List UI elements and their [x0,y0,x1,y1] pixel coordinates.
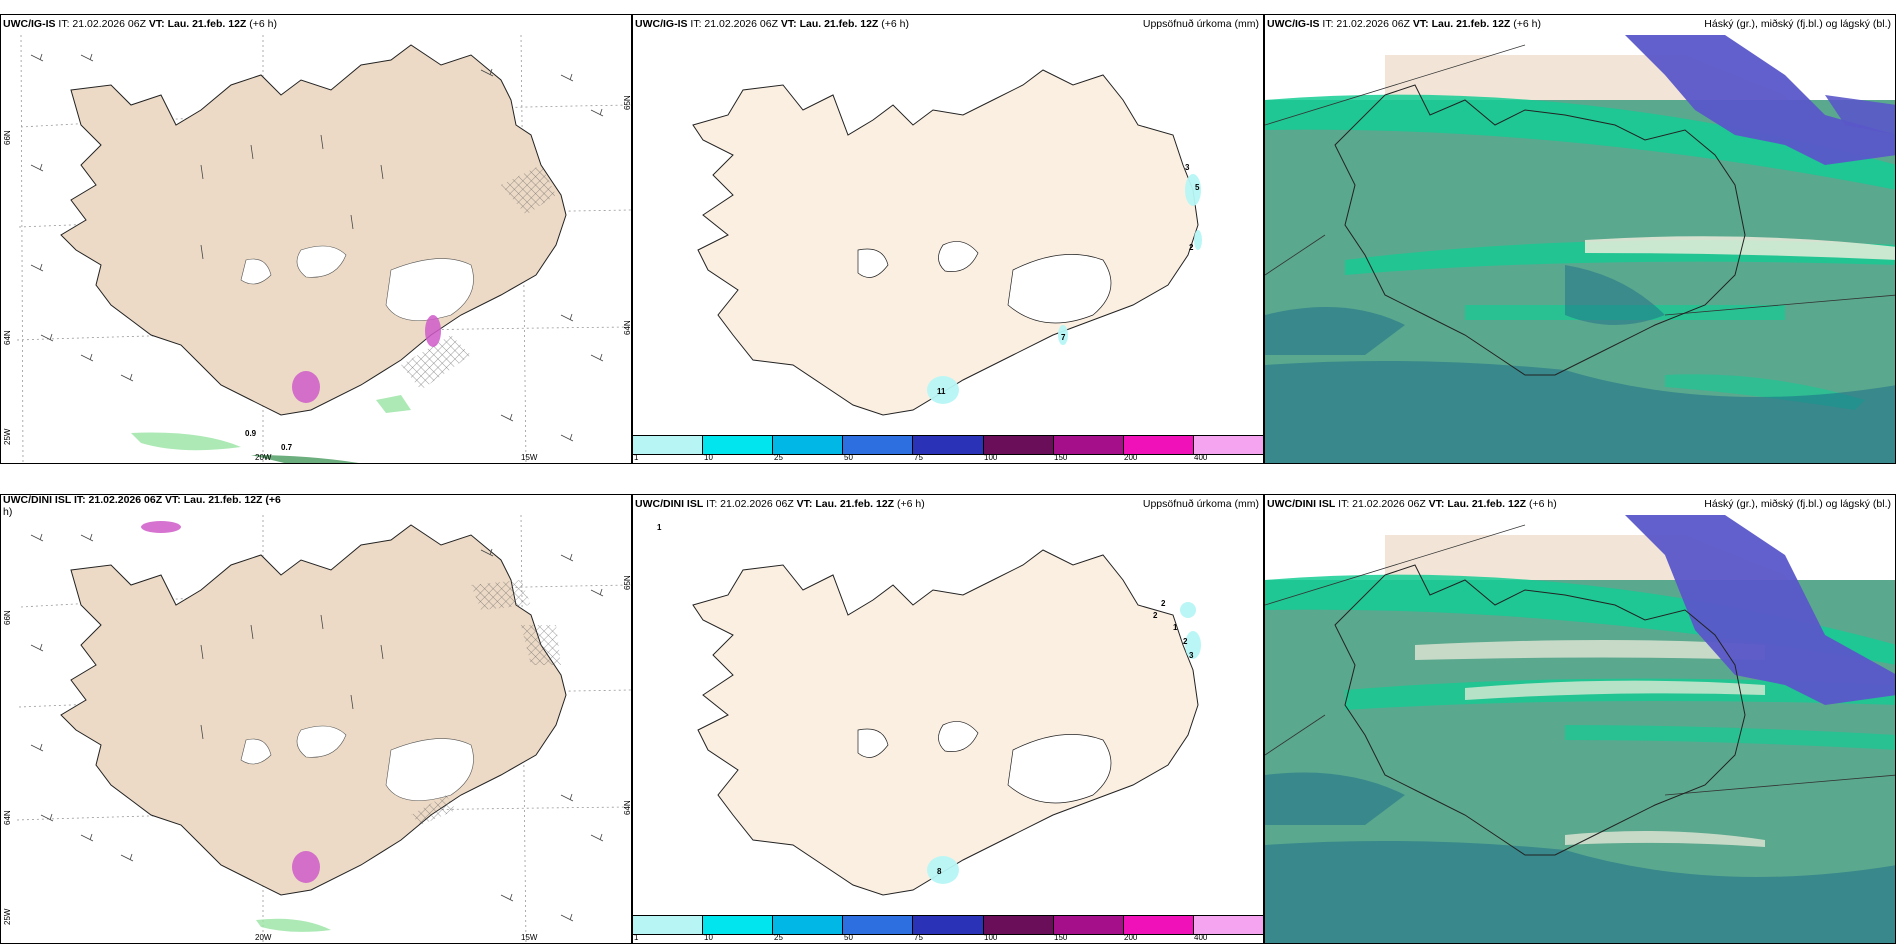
legend-swatch [1193,916,1263,934]
lat-label-right: 64N [623,800,632,815]
precip-blob [927,856,959,884]
wind-barbs [30,533,604,922]
wind-value-label: 0.7 [281,443,293,452]
cloud-map-top [1265,35,1895,463]
precip-value-label: 3 [1185,163,1190,172]
precip-map-bottom [692,549,1201,896]
legend-label: 200 [1124,453,1138,462]
precip-value-label: 2 [1183,637,1188,646]
legend-label: 400 [1194,933,1208,942]
precip-map-top [692,69,1202,416]
precip-value-label: 2 [1161,599,1166,608]
legend-label: 1 [634,453,639,462]
lat-label-right: 65N [623,95,632,110]
wind-value-label: 0.9 [245,429,257,438]
legend-label: 75 [914,453,923,462]
legend-label: 10 [704,453,713,462]
precip-panel-subtitle: Uppsöfnuð úrkoma (mm) [1142,498,1259,510]
lat-label: 25W [3,908,12,925]
lat-label: 25W [3,428,12,445]
precip-value-label: 11 [937,387,946,396]
lat-label: 66N [3,610,12,625]
cloud-map-bottom [1265,515,1895,943]
legend-swatch [843,436,914,454]
wind-map-top [16,34,631,463]
legend-swatch [1053,436,1124,454]
legend-swatch [983,916,1054,934]
wind-panel-title: UWC/IG-IS IT: 21.02.2026 06Z VT: Lau. 21… [3,18,277,30]
cloud-panel-title: UWC/DINI ISL IT: 21.02.2026 06Z VT: Lau.… [1267,498,1557,510]
wind-barbs [30,53,604,442]
lat-label: 66N [3,130,12,145]
legend-label: 50 [844,933,853,942]
precip-legend: 1 10 25 50 75 100 150 200 400 [633,915,1263,943]
legend-label: 100 [984,453,998,462]
legend-swatch [1123,436,1194,454]
precip-value-label: 8 [937,867,942,876]
precip-blob [927,376,959,404]
legend-label: 1 [634,933,639,942]
legend-label: 50 [844,453,853,462]
cloud-panel-bottom: UWC/DINI ISL IT: 21.02.2026 06Z VT: Lau.… [1264,494,1896,944]
precip-value-label: 2 [1153,611,1158,620]
legend-swatch [1193,436,1263,454]
precip-blob [292,851,320,883]
wind-panel-bottom: UWC/DINI ISL IT: 21.02.2026 06Z VT: Lau.… [0,494,632,944]
legend-label: 200 [1124,933,1138,942]
legend-label: 100 [984,933,998,942]
legend-label: 75 [914,933,923,942]
legend-swatch [703,916,774,934]
precip-panel-title: UWC/DINI ISL IT: 21.02.2026 06Z VT: Lau.… [635,498,925,510]
precip-value-label: 1 [657,523,662,532]
lat-label: 64N [3,330,12,345]
precip-panel-top: UWC/IG-IS IT: 21.02.2026 06Z VT: Lau. 21… [632,14,1264,464]
precip-panel-bottom: UWC/DINI ISL IT: 21.02.2026 06Z VT: Lau.… [632,494,1264,944]
legend-swatch [633,436,704,454]
cloud-panel-subtitle: Háský (gr.), miðský (fj.bl.) og lágský (… [1704,18,1891,30]
wind-map-bottom [16,514,631,943]
precip-legend: 1 10 25 50 75 100 150 200 400 [633,435,1263,463]
precip-value-label: 1 [1173,623,1178,632]
lon-label: 20W [255,933,272,942]
precip-value-label: 2 [1189,243,1194,252]
iceland-land [60,44,567,416]
legend-swatch [843,916,914,934]
wind-panel-top: UWC/IG-IS IT: 21.02.2026 06Z VT: Lau. 21… [0,14,632,464]
lon-label: 20W [255,453,272,462]
legend-swatch [1053,916,1124,934]
lat-label: 64N [3,810,12,825]
lon-label: 15W [521,453,538,462]
precip-panel-subtitle: Uppsöfnuð úrkoma (mm) [1142,18,1259,30]
wind-panel-title-wrap: h) [3,506,13,518]
legend-label: 400 [1194,453,1208,462]
legend-swatch [773,436,844,454]
iceland-land [692,549,1199,896]
legend-swatch [983,436,1054,454]
precip-panel-title: UWC/IG-IS IT: 21.02.2026 06Z VT: Lau. 21… [635,18,909,30]
legend-label: 25 [774,933,783,942]
legend-swatch [913,916,984,934]
lat-label-right: 65N [623,575,632,590]
cloud-panel-top: UWC/IG-IS IT: 21.02.2026 06Z VT: Lau. 21… [1264,14,1896,464]
legend-swatch [773,916,844,934]
legend-swatch [703,436,774,454]
wind-panel-title-overlap: UWC/DINI ISL IT: 21.02.2026 06Z VT: Lau.… [3,494,281,506]
iceland-land [692,69,1199,416]
precip-value-label: 5 [1195,183,1200,192]
legend-label: 150 [1054,933,1068,942]
precip-value-label: 3 [1189,651,1194,660]
legend-swatch [913,436,984,454]
lat-label-right: 64N [623,320,632,335]
legend-swatch [633,916,704,934]
legend-swatch [1123,916,1194,934]
legend-label: 10 [704,933,713,942]
cloud-panel-subtitle: Háský (gr.), miðský (fj.bl.) og lágský (… [1704,498,1891,510]
cloud-panel-title: UWC/IG-IS IT: 21.02.2026 06Z VT: Lau. 21… [1267,18,1541,30]
legend-label: 150 [1054,453,1068,462]
iceland-land [60,524,567,896]
lon-label: 15W [521,933,538,942]
precip-blob [292,371,320,403]
precip-value-label: 7 [1061,333,1066,342]
legend-label: 25 [774,453,783,462]
